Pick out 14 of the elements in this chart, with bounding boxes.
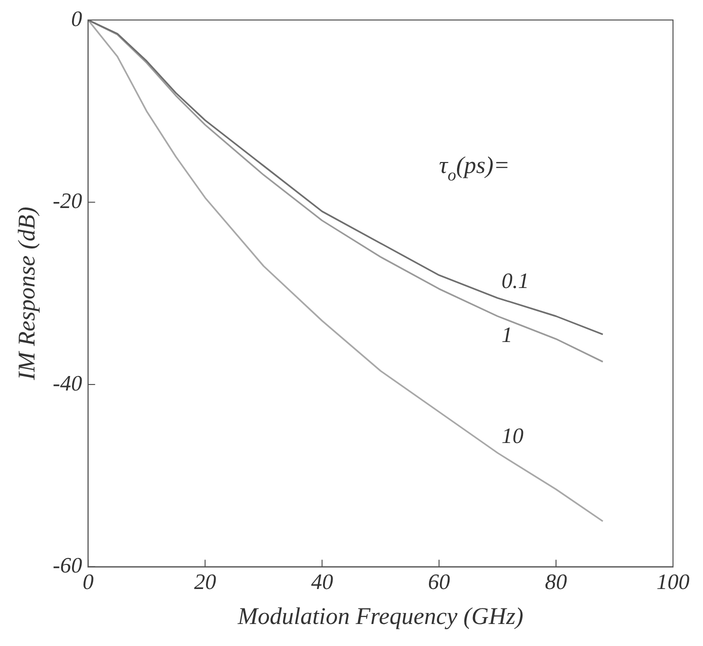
- y-tick-label: -60: [52, 552, 82, 578]
- x-tick-label: 40: [311, 568, 334, 594]
- series-label: 10: [502, 422, 524, 448]
- x-tick-label: 20: [194, 568, 216, 594]
- series-label: 1: [502, 322, 513, 348]
- x-tick-label: 100: [656, 568, 690, 594]
- y-tick-label: 0: [71, 6, 82, 31]
- x-tick-label: 60: [428, 568, 450, 594]
- y-tick-label: -20: [52, 188, 82, 214]
- series-label: 0.1: [502, 268, 530, 293]
- x-axis-title: Modulation Frequency (GHz): [236, 604, 524, 630]
- y-tick-label: -40: [52, 370, 82, 396]
- x-tick-label: 80: [545, 568, 568, 594]
- y-axis-title: IM Response (dB): [14, 206, 41, 382]
